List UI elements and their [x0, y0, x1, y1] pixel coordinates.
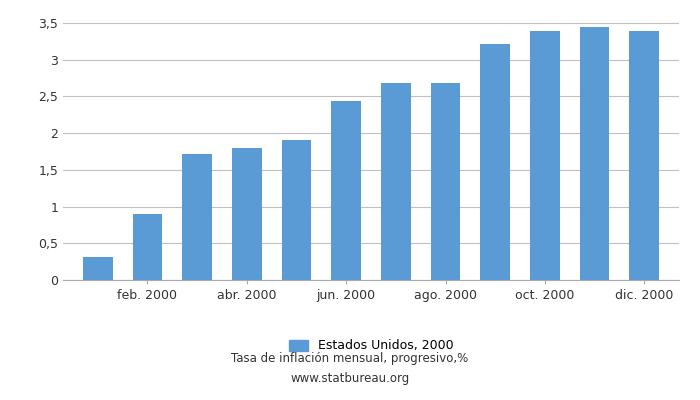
Bar [182, 154, 212, 280]
Text: Tasa de inflación mensual, progresivo,%: Tasa de inflación mensual, progresivo,% [232, 352, 468, 365]
Bar [629, 31, 659, 280]
Bar [83, 256, 113, 280]
Bar [281, 140, 312, 280]
Bar [430, 83, 461, 280]
Bar [132, 214, 162, 280]
Bar [580, 28, 610, 280]
Bar [381, 83, 411, 280]
Bar [480, 44, 510, 280]
Legend: Estados Unidos, 2000: Estados Unidos, 2000 [284, 334, 458, 358]
Bar [331, 101, 361, 280]
Text: www.statbureau.org: www.statbureau.org [290, 372, 410, 385]
Bar [530, 31, 560, 280]
Bar [232, 148, 262, 280]
